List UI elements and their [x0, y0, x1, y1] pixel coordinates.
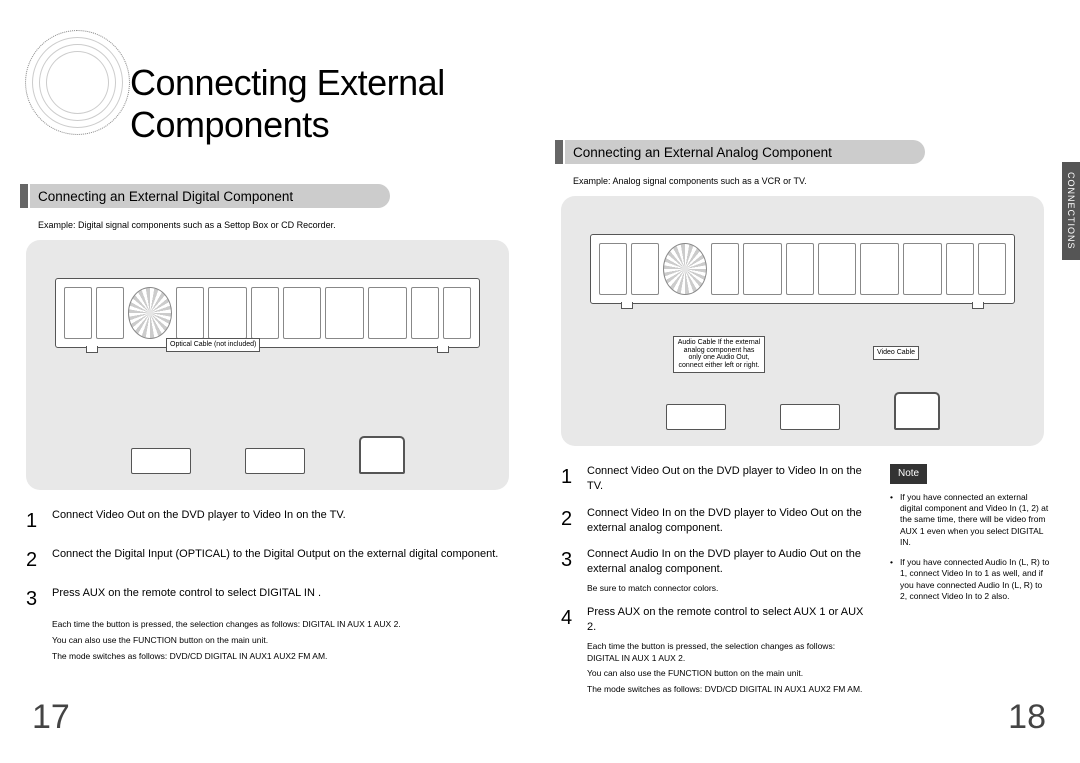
tv-icon [894, 392, 940, 430]
step-number: 2 [561, 506, 577, 536]
step-number: 1 [26, 508, 42, 535]
step-text: Press AUX on the remote control to selec… [587, 605, 868, 635]
subnote: Each time the button is pressed, the sel… [26, 619, 509, 631]
tv-icon [359, 436, 405, 474]
left-page: Connecting External Components Connectin… [20, 20, 515, 743]
step-text: Press AUX on the remote control to selec… [52, 586, 321, 613]
side-tab-connections: CONNECTIONS [1062, 162, 1080, 260]
step-number: 3 [561, 547, 577, 577]
step-text: Connect Video Out on the DVD player to V… [587, 464, 868, 494]
decorative-spiral [25, 30, 130, 135]
label-audio-cable: Audio Cable If the external analog compo… [673, 336, 765, 373]
steps-digital: 1 Connect Video Out on the DVD player to … [20, 508, 515, 663]
subnote: Each time the button is pressed, the sel… [561, 641, 868, 665]
external-box-icon [780, 404, 840, 430]
page-number-left: 17 [32, 698, 70, 737]
note-item: If you have connected Audio In (L, R) to… [890, 557, 1050, 603]
step-number: 2 [26, 547, 42, 574]
diagram-digital: Optical Cable (not included) [26, 240, 509, 490]
example-text: Example: Analog signal components such a… [555, 176, 1050, 186]
step-text: Connect Video In on the DVD player to Vi… [587, 506, 868, 536]
section-title: Connecting an External Digital Component [30, 184, 390, 208]
label-video-cable: Video Cable [873, 346, 919, 360]
page-number-right: 18 [1008, 698, 1046, 737]
step-text: Connect the Digital Input (OPTICAL) to t… [52, 547, 498, 574]
note-badge: Note [890, 464, 927, 484]
step-text: Connect Video Out on the DVD player to V… [52, 508, 346, 535]
diagram-analog: Audio Cable If the external analog compo… [561, 196, 1044, 446]
step-text: Connect Audio In on the DVD player to Au… [587, 547, 868, 577]
subnote: The mode switches as follows: DVD/CD DIG… [561, 684, 868, 696]
subnote: Be sure to match connector colors. [561, 583, 868, 595]
step-number: 3 [26, 586, 42, 613]
steps-analog: 1 Connect Video Out on the DVD player to … [555, 464, 874, 706]
note-column: Note If you have connected an external d… [890, 464, 1050, 706]
section-header-digital: Connecting an External Digital Component [20, 184, 515, 208]
step-number: 4 [561, 605, 577, 635]
section-header-analog: Connecting an External Analog Component [555, 140, 1050, 164]
example-text: Example: Digital signal components such … [20, 220, 515, 230]
step-number: 1 [561, 464, 577, 494]
subnote: You can also use the FUNCTION button on … [26, 635, 509, 647]
label-optical-cable: Optical Cable (not included) [166, 338, 260, 352]
external-box-icon [245, 448, 305, 474]
section-title: Connecting an External Analog Component [565, 140, 925, 164]
subnote: The mode switches as follows: DVD/CD DIG… [26, 651, 509, 663]
right-page: Connecting an External Analog Component … [555, 20, 1050, 743]
subnote: You can also use the FUNCTION button on … [561, 668, 868, 680]
note-item: If you have connected an external digita… [890, 492, 1050, 549]
settop-box-icon [131, 448, 191, 474]
vcr-box-icon [666, 404, 726, 430]
